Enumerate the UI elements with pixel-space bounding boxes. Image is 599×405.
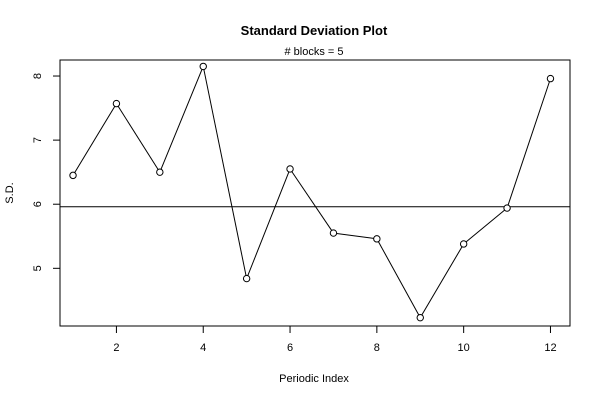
x-axis: 2 4 6 8 10 12 [113,326,557,354]
data-point [546,74,555,83]
data-point [199,62,207,71]
y-axis-label: S.D. [4,182,16,203]
series-line-segment [117,106,159,170]
x-tick-label: 6 [287,342,293,354]
x-tick-label: 12 [544,342,556,354]
data-point [112,99,121,108]
series-line-segment [377,241,420,316]
series-line-segment [421,246,463,316]
data-point [69,171,77,180]
series-layer [69,62,555,322]
y-tick-label: 6 [32,201,44,207]
y-axis: 5 6 7 8 [32,73,60,271]
chart-subtitle: # blocks = 5 [284,46,343,58]
x-tick-label: 4 [200,342,206,354]
x-tick-label: 2 [113,342,119,354]
data-point [416,313,424,322]
series-line-segment [507,81,550,206]
data-point [286,165,294,173]
chart-title: Standard Deviation Plot [241,23,388,38]
data-point [329,229,338,237]
x-axis-label: Periodic Index [279,373,349,385]
x-tick-label: 10 [458,342,470,354]
series-line-segment [291,171,333,231]
data-point [156,168,164,176]
y-tick-label: 8 [32,73,44,79]
series-line-segment [74,106,116,173]
series-line-segment [465,209,505,243]
y-tick-label: 5 [32,265,44,271]
data-point [373,235,381,243]
x-tick-label: 8 [374,342,380,354]
data-point [459,240,468,248]
series-line-segment [160,69,203,170]
series-line-segment [203,69,247,276]
data-point [242,274,251,283]
series-line-segment [247,171,290,276]
y-tick-label: 7 [32,137,44,143]
data-point [503,204,511,212]
series-line-segment [336,232,374,239]
plot-frame [59,59,571,327]
